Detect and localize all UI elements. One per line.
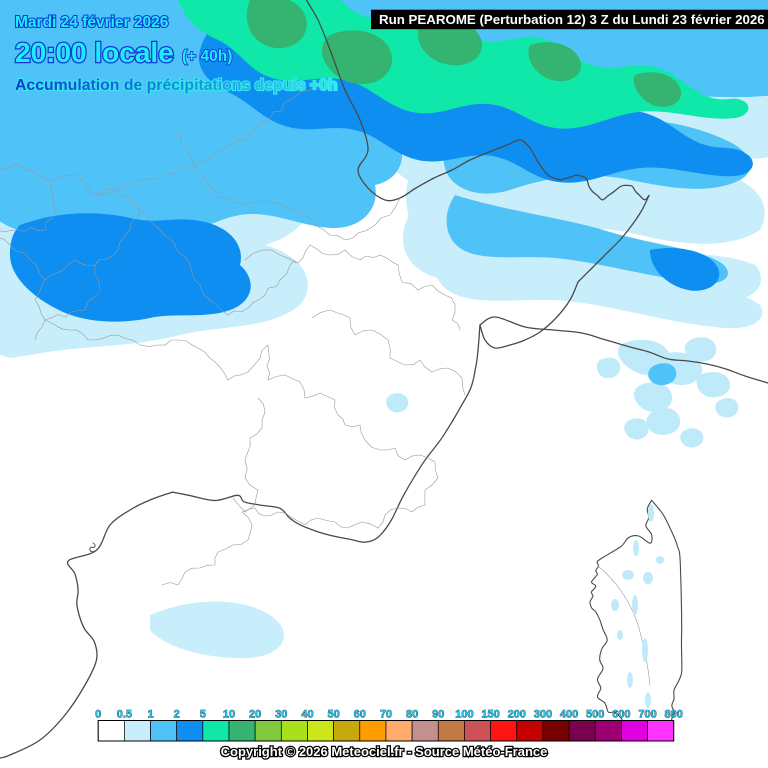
svg-text:300: 300 [534, 709, 552, 721]
svg-text:20:00 locale: 20:00 locale [15, 37, 174, 68]
svg-text:200: 200 [508, 709, 526, 721]
svg-text:(+ 40h): (+ 40h) [182, 48, 232, 65]
svg-text:150: 150 [481, 709, 499, 721]
svg-text:600: 600 [612, 709, 630, 721]
svg-text:10: 10 [223, 709, 235, 721]
svg-text:40: 40 [301, 709, 313, 721]
svg-text:Mardi 24 février 2026: Mardi 24 février 2026 [15, 14, 169, 31]
svg-text:5: 5 [200, 709, 206, 721]
svg-text:0: 0 [95, 709, 101, 721]
svg-text:500: 500 [586, 709, 604, 721]
svg-text:Accumulation de précipitations: Accumulation de précipitations depuis +0… [15, 77, 338, 94]
svg-text:50: 50 [328, 709, 340, 721]
svg-text:2: 2 [174, 709, 180, 721]
svg-text:70: 70 [380, 709, 392, 721]
svg-text:30: 30 [275, 709, 287, 721]
svg-text:700: 700 [638, 709, 656, 721]
svg-text:20: 20 [249, 709, 261, 721]
svg-text:90: 90 [432, 709, 444, 721]
svg-text:1: 1 [147, 709, 153, 721]
svg-text:80: 80 [406, 709, 418, 721]
svg-text:0.5: 0.5 [117, 709, 132, 721]
svg-text:Run PEAROME (Perturbation 12): Run PEAROME (Perturbation 12) 3 Z du Lun… [379, 12, 765, 27]
svg-text:800: 800 [665, 709, 683, 721]
svg-text:60: 60 [354, 709, 366, 721]
svg-text:100: 100 [455, 709, 473, 721]
svg-text:400: 400 [560, 709, 578, 721]
svg-text:Copyright © 2026 Meteociel.fr: Copyright © 2026 Meteociel.fr - Source M… [221, 744, 548, 759]
